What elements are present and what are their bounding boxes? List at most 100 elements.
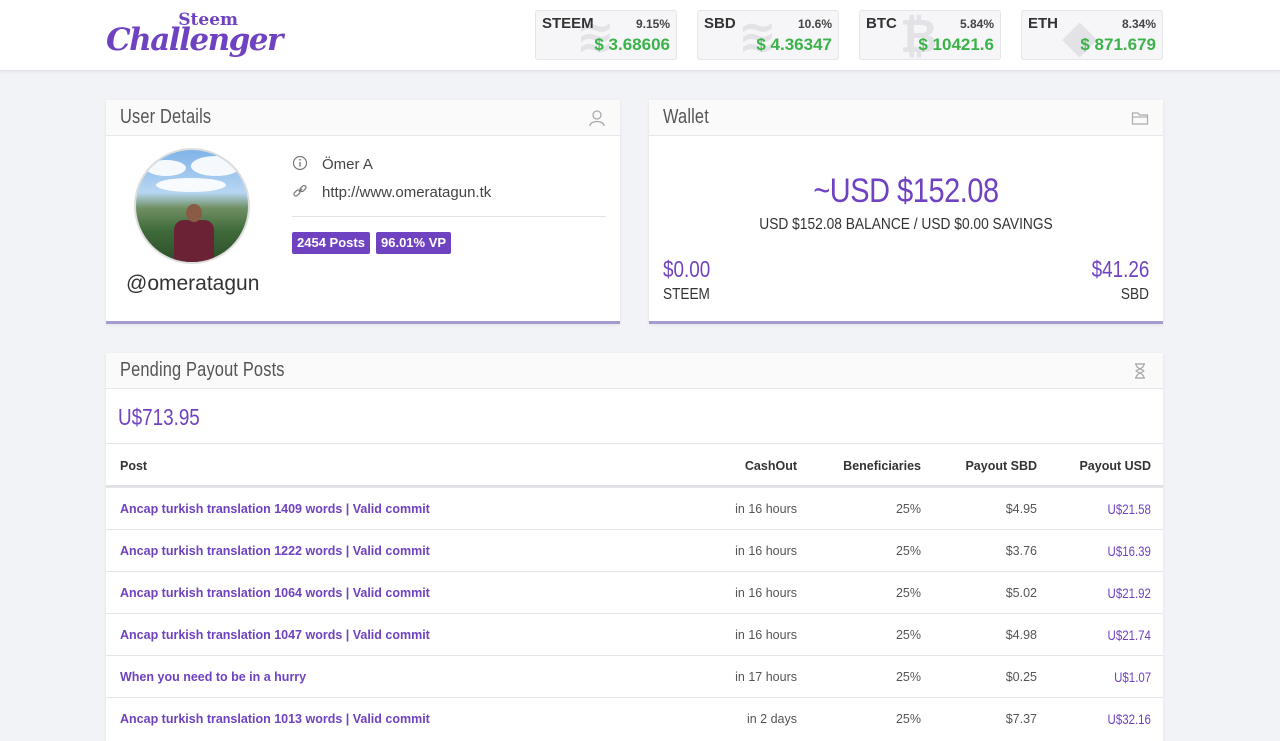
- user-icon: [589, 110, 605, 127]
- avatar-person-head: [186, 204, 202, 222]
- ticker-sbd: ≋ SBD 10.6% $ 4.36347: [697, 10, 839, 60]
- hourglass-icon: [1135, 363, 1145, 379]
- ticker-price: $ 10421.6: [918, 35, 994, 54]
- cashout-cell: in 2 days: [746, 712, 797, 726]
- cashout-cell: in 16 hours: [735, 628, 797, 642]
- post-title-link[interactable]: When you need to be in a hurry: [120, 670, 307, 684]
- post-title-link[interactable]: Ancap turkish translation 1222 words | V…: [120, 544, 430, 558]
- post-title-link[interactable]: Ancap turkish translation 1047 words | V…: [120, 628, 430, 642]
- card-header: Pending Payout Posts: [106, 353, 1163, 389]
- payout-usd-value: U$21.58: [1107, 501, 1151, 517]
- steem-amount: $0.00: [663, 256, 711, 282]
- user-full-name: Ömer A: [322, 156, 373, 173]
- beneficiaries-cell: 25%: [895, 544, 921, 558]
- payout-usd-cell: U$21.92: [1098, 572, 1151, 615]
- steem-challenger-logo[interactable]: Steem Challenger: [106, 8, 283, 64]
- pending-posts-table: Post CashOut Beneficiaries Payout SBD Pa…: [106, 443, 1163, 739]
- column-header-cashout[interactable]: CashOut: [744, 459, 797, 473]
- table-row: Ancap turkish translation 1222 words | V…: [106, 529, 1163, 571]
- ticker-steem: ≋ STEEM 9.15% $ 3.68606: [535, 10, 677, 60]
- beneficiaries-cell: 25%: [895, 586, 921, 600]
- payout-sbd-cell: $5.02: [1005, 586, 1037, 600]
- payout-usd-cell: U$21.58: [1098, 488, 1151, 531]
- payout-usd-cell: U$16.39: [1098, 530, 1151, 573]
- payout-sbd-cell: $4.98: [1005, 628, 1037, 642]
- beneficiaries-cell: 25%: [895, 628, 921, 642]
- payout-usd-value: U$16.39: [1107, 543, 1151, 559]
- user-name-row: Ömer A: [292, 155, 373, 173]
- steem-icon: ≋: [576, 10, 615, 60]
- table-row: Ancap turkish translation 1064 words | V…: [106, 571, 1163, 613]
- beneficiaries-cell: 25%: [895, 502, 921, 516]
- cashout-cell: in 16 hours: [735, 544, 797, 558]
- posts-badge: 2454 Posts: [292, 232, 370, 254]
- payout-usd-cell: U$1.07: [1106, 656, 1151, 699]
- payout-usd-cell: U$21.74: [1098, 614, 1151, 657]
- ticker-btc: ₿ BTC 5.84% $ 10421.6: [859, 10, 1001, 60]
- payout-usd-cell: U$32.16: [1098, 698, 1151, 741]
- post-title-link[interactable]: Ancap turkish translation 1409 words | V…: [120, 502, 430, 516]
- ticker-price: $ 3.68606: [594, 35, 670, 54]
- user-website-row: http://www.omeratagun.tk: [292, 183, 491, 201]
- post-title-link[interactable]: Ancap turkish translation 1013 words | V…: [120, 712, 430, 726]
- cashout-cell: in 17 hours: [735, 670, 797, 684]
- card-title: User Details: [120, 106, 212, 128]
- sbd-label: SBD: [1121, 286, 1149, 303]
- user-details-card: User Details @omeratagun Ömer A http://w…: [106, 100, 620, 324]
- avatar-cloud: [146, 160, 186, 176]
- ticker-symbol: SBD: [704, 15, 736, 32]
- card-header: User Details: [106, 100, 620, 136]
- ticker-eth: ◆ ETH 8.34% $ 871.679: [1021, 10, 1163, 60]
- ticker-symbol: STEEM: [542, 15, 594, 32]
- table-row: Ancap turkish translation 1409 words | V…: [106, 487, 1163, 529]
- user-website-link[interactable]: http://www.omeratagun.tk: [322, 184, 492, 201]
- avatar[interactable]: [134, 148, 250, 264]
- vp-badge: 96.01% VP: [376, 232, 452, 254]
- top-header: Steem Challenger ≋ STEEM 9.15% $ 3.68606…: [0, 0, 1280, 71]
- pending-total: U$713.95: [118, 404, 200, 430]
- ticker-symbol: ETH: [1028, 15, 1058, 32]
- card-header: Wallet: [649, 100, 1163, 136]
- column-header-beneficiaries[interactable]: Beneficiaries: [843, 459, 921, 473]
- payout-usd-value: U$1.07: [1113, 669, 1151, 685]
- ticker-change: 9.15%: [635, 17, 670, 31]
- card-title: Pending Payout Posts: [120, 359, 285, 381]
- sbd-amount: $41.26: [1091, 256, 1149, 282]
- ticker-price: $ 4.36347: [756, 35, 832, 54]
- info-icon: [292, 155, 308, 171]
- table-row: Ancap turkish translation 1013 words | V…: [106, 697, 1163, 739]
- avatar-cloud: [156, 178, 226, 192]
- username: @omeratagun: [126, 272, 260, 295]
- card-title: Wallet: [663, 106, 709, 128]
- ethereum-icon: ◆: [1062, 10, 1098, 60]
- payout-usd-value: U$21.92: [1107, 585, 1151, 601]
- ticker-change: 8.34%: [1121, 17, 1156, 31]
- column-header-payout-sbd[interactable]: Payout SBD: [965, 459, 1037, 473]
- column-header-payout-usd[interactable]: Payout USD: [1079, 459, 1151, 473]
- payout-sbd-cell: $7.37: [1005, 712, 1037, 726]
- beneficiaries-cell: 25%: [895, 670, 921, 684]
- link-icon: [293, 184, 307, 197]
- table-header: Post CashOut Beneficiaries Payout SBD Pa…: [106, 443, 1163, 487]
- ticker-symbol: BTC: [866, 15, 897, 32]
- wallet-total: ~USD $152.08: [813, 172, 999, 210]
- ticker-change: 5.84%: [959, 17, 994, 31]
- beneficiaries-cell: 25%: [895, 712, 921, 726]
- payout-sbd-cell: $0.25: [1005, 670, 1037, 684]
- table-row: Ancap turkish translation 1047 words | V…: [106, 613, 1163, 655]
- avatar-cloud: [191, 156, 241, 176]
- bitcoin-icon: ₿: [900, 10, 938, 60]
- pending-payout-card: Pending Payout Posts U$713.95 Post CashO…: [106, 353, 1163, 741]
- payout-usd-value: U$32.16: [1107, 711, 1151, 727]
- column-header-post[interactable]: Post: [120, 459, 148, 473]
- payout-sbd-cell: $4.95: [1005, 502, 1037, 516]
- folder-icon: [1131, 112, 1149, 125]
- avatar-person-body: [174, 220, 214, 262]
- ticker-change: 10.6%: [797, 17, 832, 31]
- cashout-cell: in 16 hours: [735, 502, 797, 516]
- steem-icon: ≋: [738, 10, 777, 60]
- post-title-link[interactable]: Ancap turkish translation 1064 words | V…: [120, 586, 430, 600]
- payout-sbd-cell: $3.76: [1005, 544, 1037, 558]
- payout-usd-value: U$21.74: [1107, 627, 1151, 643]
- cashout-cell: in 16 hours: [735, 586, 797, 600]
